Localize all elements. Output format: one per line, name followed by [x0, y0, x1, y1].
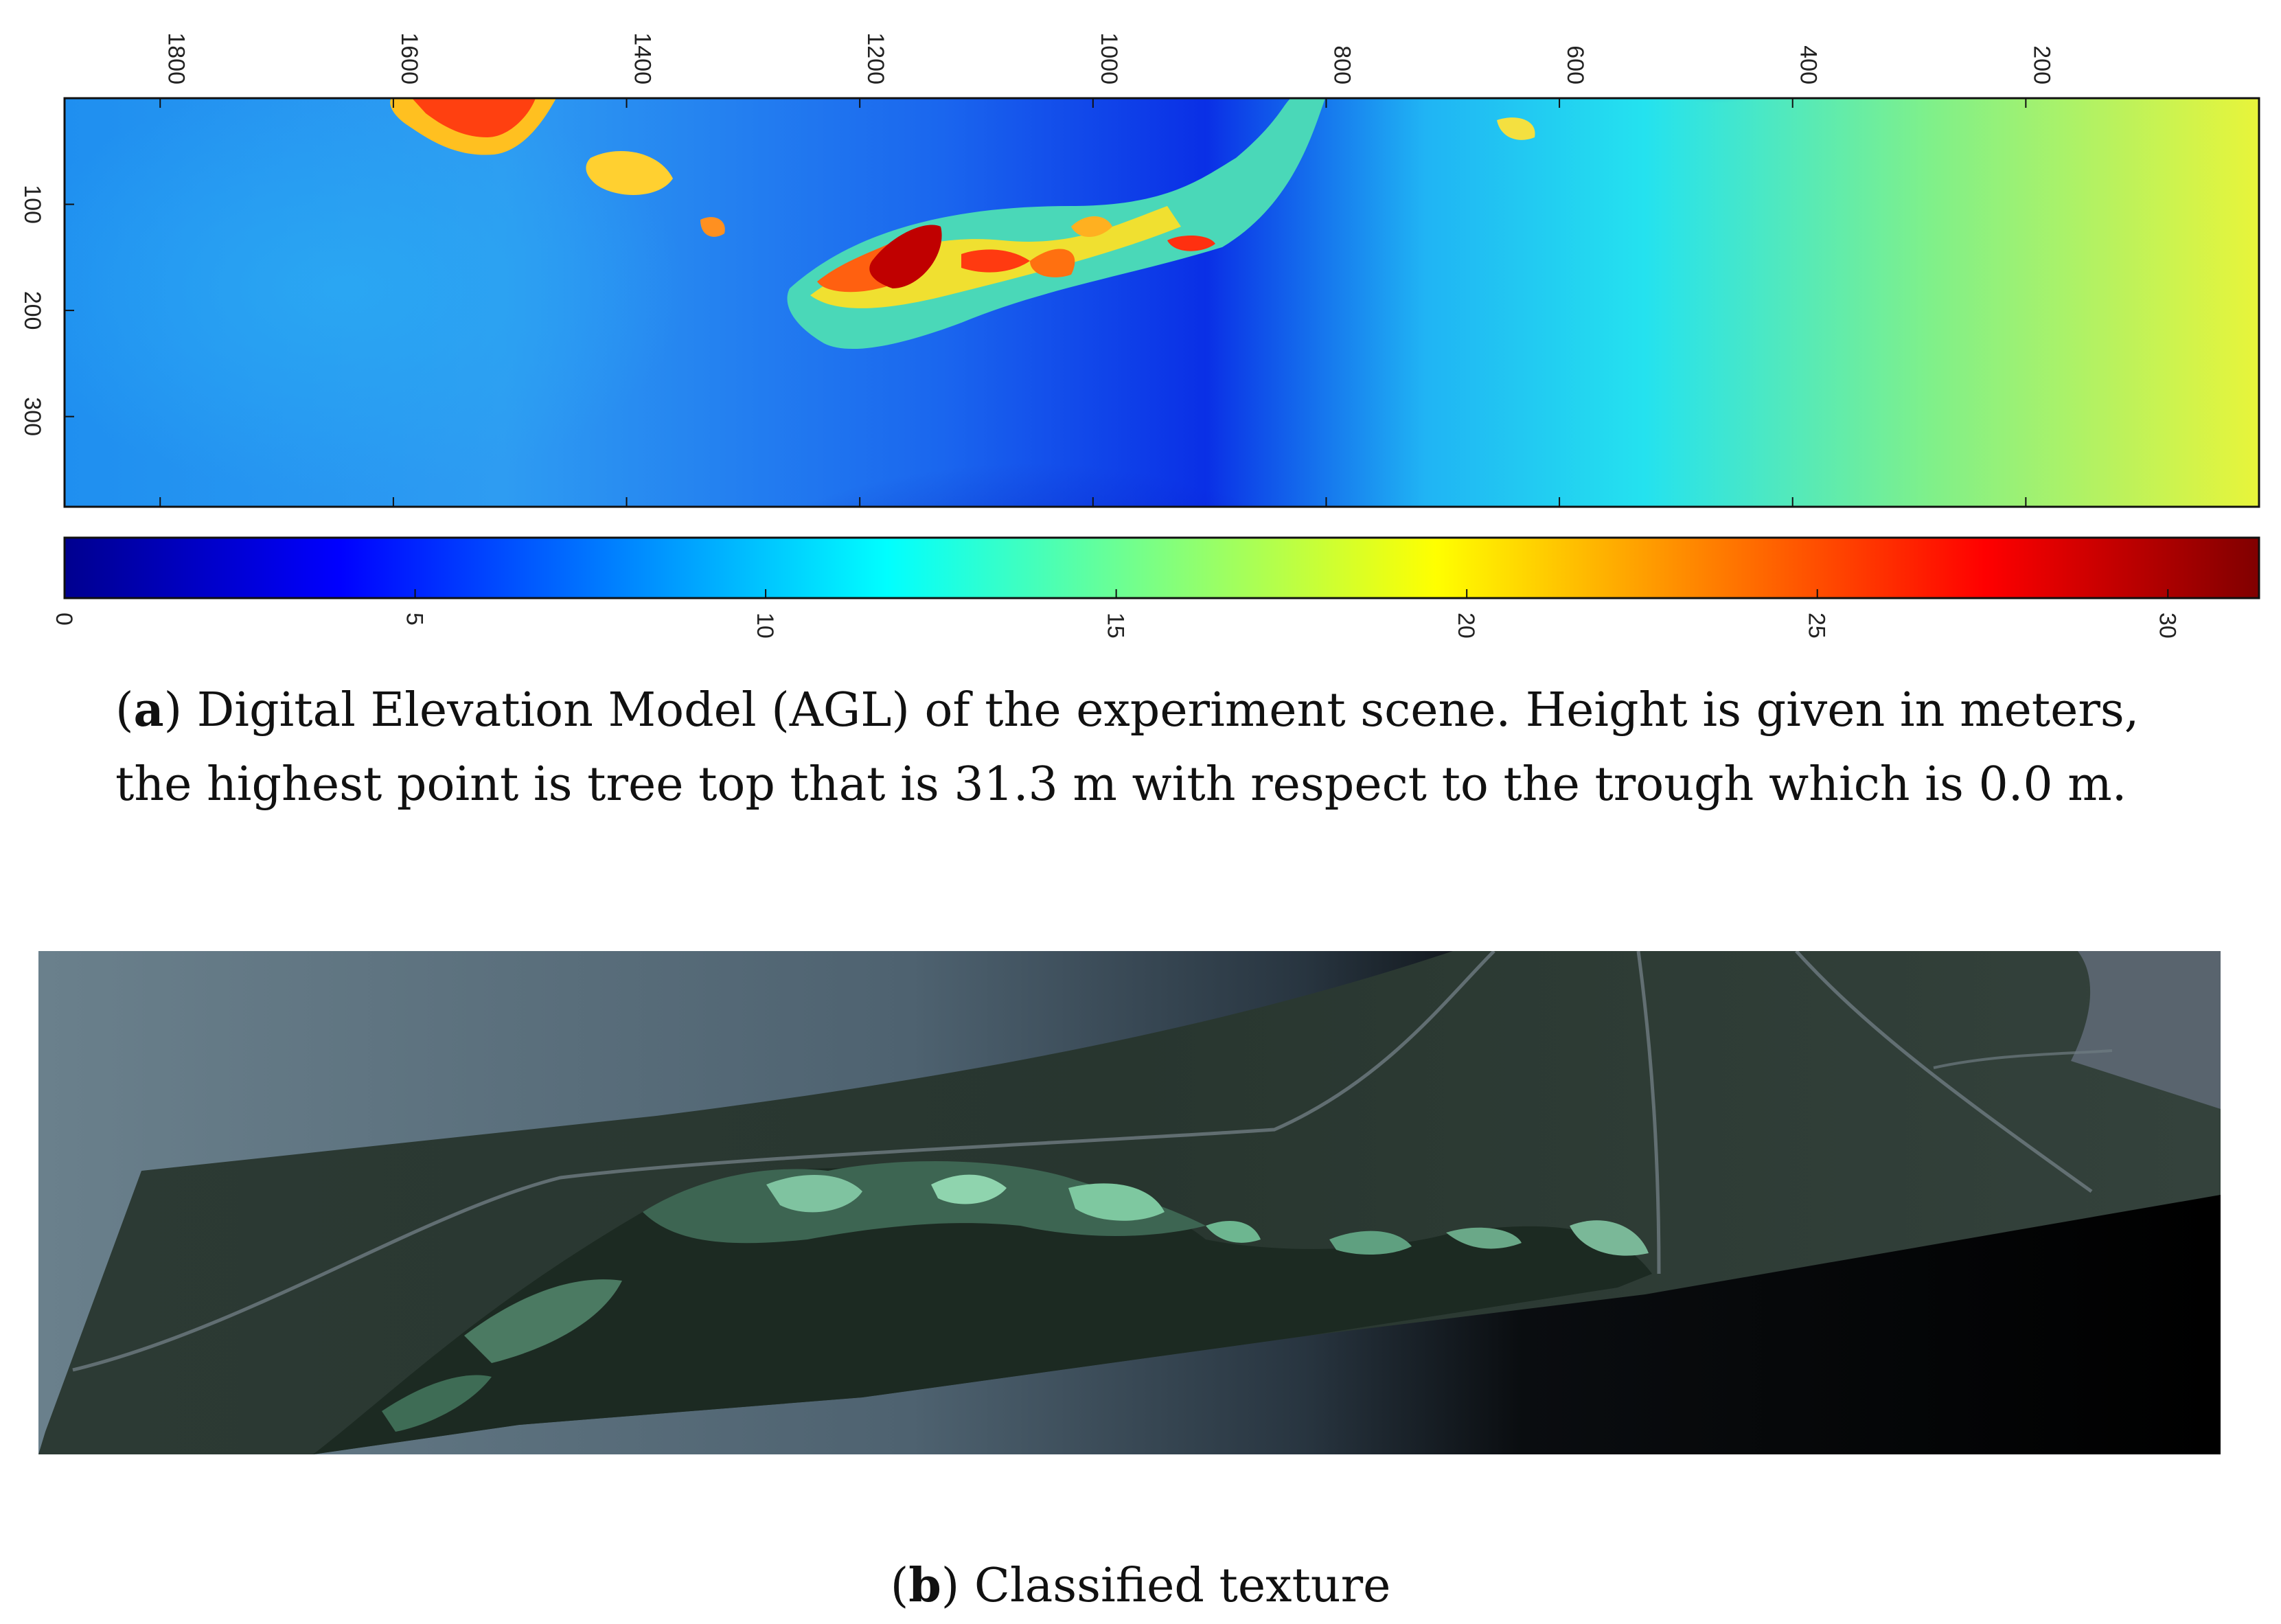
x-tick-label: 1800 [163, 32, 189, 84]
x-tick-label: 200 [2028, 45, 2054, 84]
plot-frame [63, 97, 2260, 508]
x-tick-label: 800 [1329, 45, 1355, 84]
colorbar-tick-label: 5 [402, 613, 428, 626]
x-axis-ticks: 1800 1600 1400 1200 1000 800 600 400 200 [159, 32, 2054, 507]
caption-a-text: Digital Elevation Model (AGL) of the exp… [115, 683, 2140, 812]
y-tick-label: 100 [19, 185, 45, 224]
colorbar-tick-label: 20 [1453, 613, 1479, 639]
y-tick-label: 300 [19, 397, 45, 436]
x-tick-label: 1400 [630, 32, 656, 84]
colorbar-tick-label: 0 [51, 613, 77, 626]
x-tick-label: 1600 [396, 32, 422, 84]
caption-b: (b) Classified texture [890, 1558, 1391, 1613]
colorbar-ticks: 0 5 10 15 20 25 30 [51, 589, 2180, 639]
vegetation-ridge-3d [313, 1161, 1652, 1454]
classified-texture-image [38, 950, 2221, 1454]
figure-b-classified-texture [38, 950, 2221, 1454]
x-tick-label: 600 [1562, 45, 1588, 84]
y-tick-label: 200 [19, 291, 45, 330]
colorbar-tick-label: 15 [1103, 613, 1129, 639]
colorbar [63, 536, 2260, 599]
y-axis-ticks: 100 200 300 [19, 185, 74, 436]
x-tick-label: 1200 [862, 32, 889, 84]
caption-a: (a) Digital Elevation Model (AGL) of the… [115, 683, 2140, 812]
caption-b-label: b [908, 1558, 941, 1613]
colorbar-tick-label: 25 [1804, 613, 1830, 639]
figure-a-dem: 1800 1600 1400 1200 1000 800 600 400 200 100 200 3… [0, 0, 2281, 812]
vegetation-ridge [390, 98, 1535, 350]
colorbar-tick-label: 30 [2154, 613, 2180, 639]
x-tick-label: 1000 [1096, 32, 1122, 84]
x-tick-label: 400 [1796, 45, 1822, 84]
colorbar-tick-label: 10 [752, 613, 778, 639]
caption-a-label: a [133, 683, 164, 737]
dem-image [65, 98, 2259, 507]
caption-b-text: Classified texture [974, 1559, 1391, 1613]
dem-heatmap-chart: 1800 1600 1400 1200 1000 800 600 400 200 1002003… [19, 32, 2260, 639]
